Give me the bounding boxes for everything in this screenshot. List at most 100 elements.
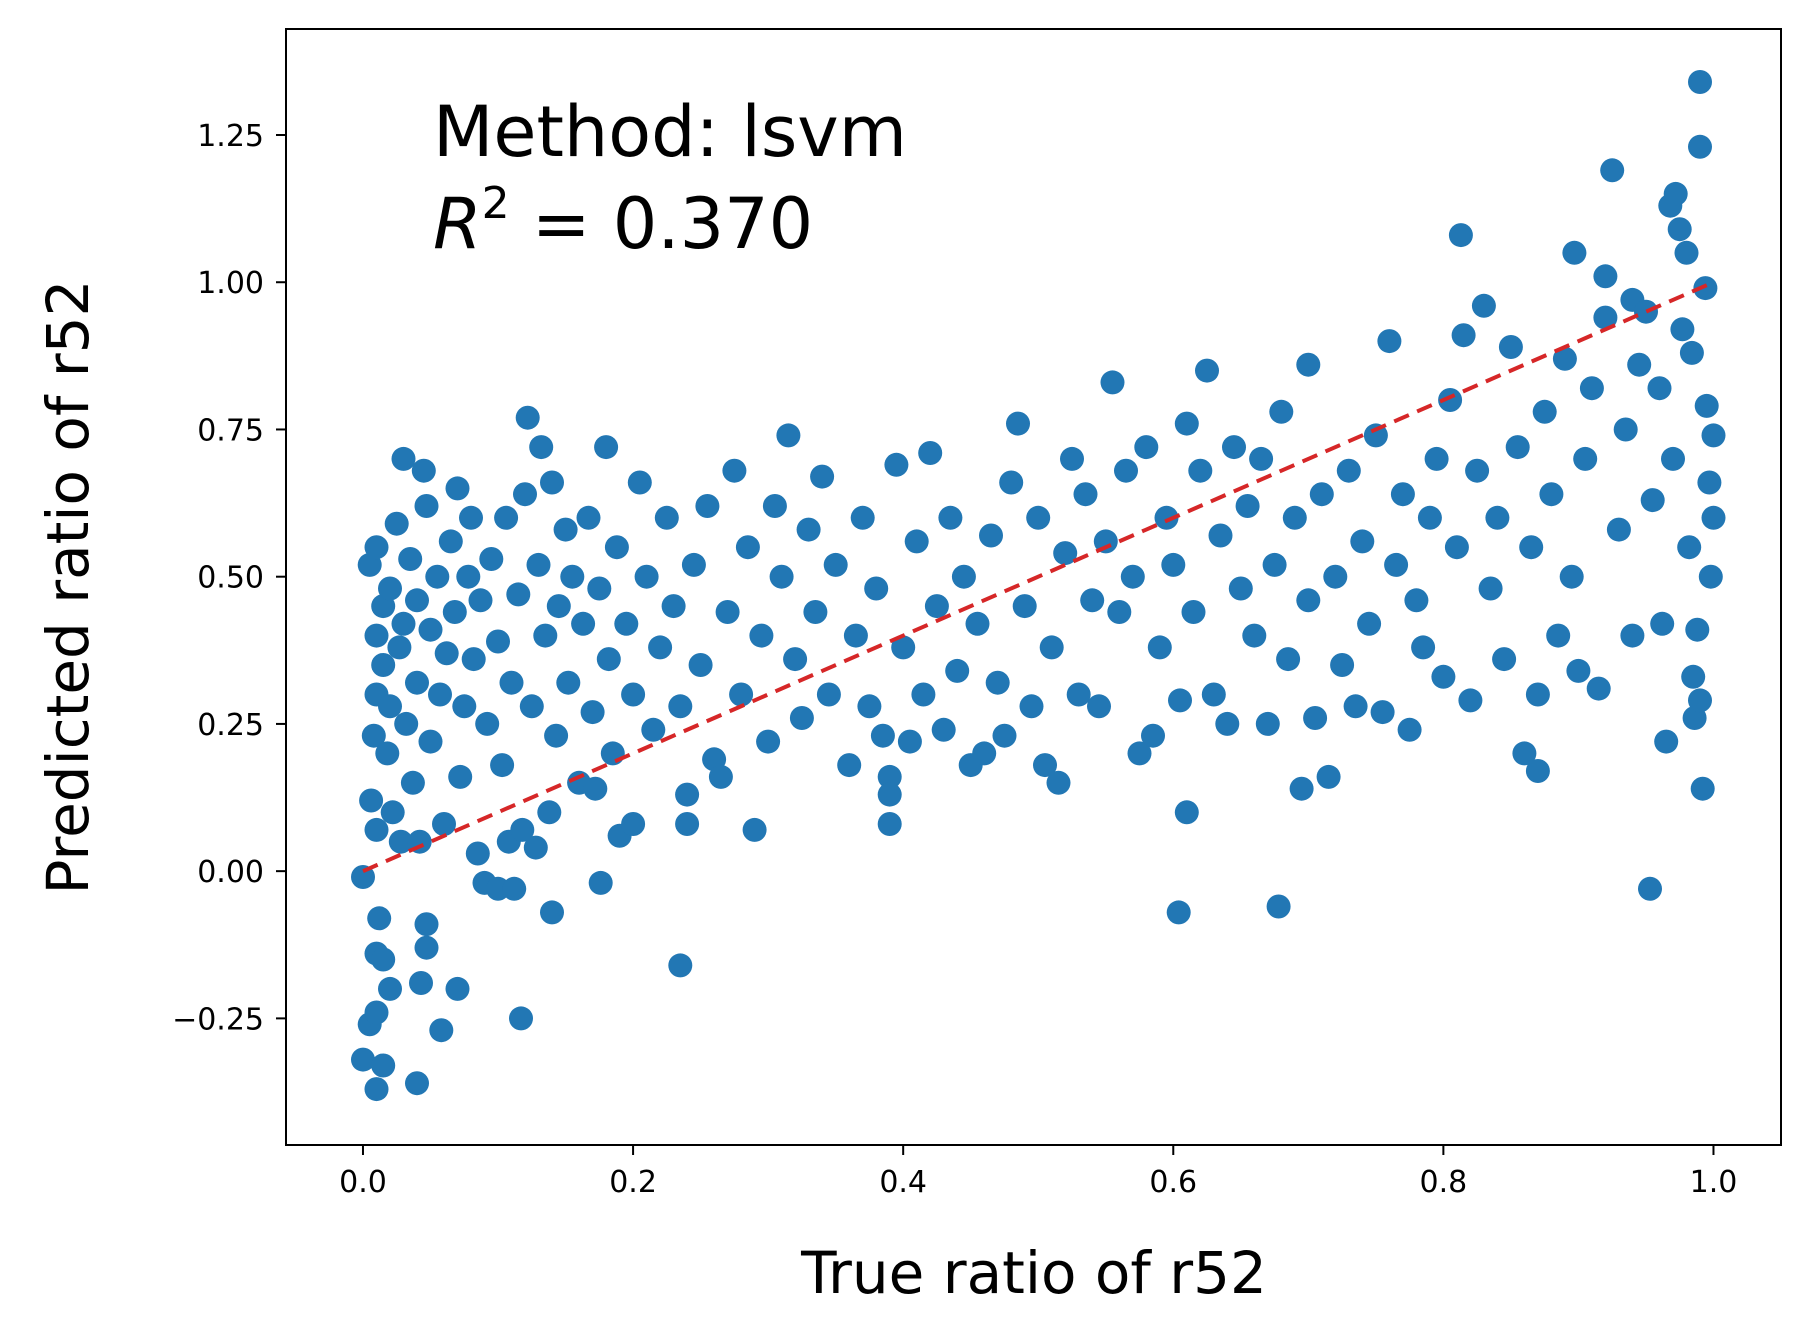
data-point xyxy=(648,635,673,660)
data-point xyxy=(1323,564,1348,589)
data-point xyxy=(506,582,531,607)
data-point xyxy=(1215,711,1240,736)
data-point xyxy=(604,535,629,560)
data-point xyxy=(1350,529,1375,554)
data-point xyxy=(735,535,760,560)
data-point xyxy=(405,588,429,613)
data-point xyxy=(1431,664,1456,689)
data-point xyxy=(965,611,990,636)
data-point xyxy=(999,470,1024,495)
data-point xyxy=(576,505,601,530)
data-point xyxy=(837,753,862,778)
data-point xyxy=(715,600,740,624)
y-tick-label: 0.50 xyxy=(197,561,264,596)
data-point xyxy=(1600,158,1625,183)
data-point xyxy=(769,564,794,589)
data-point xyxy=(1026,505,1051,530)
data-point xyxy=(1093,529,1118,554)
data-point xyxy=(1525,682,1550,707)
data-point xyxy=(708,764,733,789)
data-point xyxy=(1269,399,1294,424)
data-point xyxy=(384,511,409,536)
data-point xyxy=(351,865,375,889)
data-point xyxy=(479,547,504,571)
data-point xyxy=(409,971,433,995)
data-point xyxy=(391,611,416,636)
data-point xyxy=(1593,305,1618,330)
data-point xyxy=(452,694,477,719)
data-point xyxy=(641,717,666,742)
data-point xyxy=(1107,600,1132,624)
data-point xyxy=(1448,223,1473,248)
data-point xyxy=(1174,411,1199,436)
data-point xyxy=(1282,505,1307,530)
data-point xyxy=(1276,647,1301,672)
data-point xyxy=(475,711,500,736)
data-point xyxy=(445,976,470,1001)
data-point xyxy=(877,782,902,807)
data-point xyxy=(523,835,548,860)
data-point xyxy=(533,623,558,648)
data-point xyxy=(1296,352,1321,377)
data-point xyxy=(583,776,608,801)
data-point xyxy=(1201,682,1226,707)
data-point xyxy=(1343,694,1368,719)
data-point xyxy=(494,505,519,530)
data-point xyxy=(428,682,452,707)
data-point xyxy=(596,647,621,672)
data-point xyxy=(513,482,537,507)
data-point xyxy=(1195,358,1219,383)
data-point xyxy=(398,547,423,571)
data-point xyxy=(675,782,700,807)
data-point xyxy=(857,694,882,719)
data-point xyxy=(1579,376,1604,401)
data-point xyxy=(1638,876,1662,901)
data-point xyxy=(675,812,700,836)
r2-value: = 0.370 xyxy=(510,183,814,265)
data-point xyxy=(1451,323,1476,348)
data-point xyxy=(1688,688,1712,713)
data-point xyxy=(546,594,571,619)
data-point xyxy=(742,817,767,842)
data-point xyxy=(1444,535,1469,560)
data-point xyxy=(1228,576,1253,601)
y-tick-label: 0.00 xyxy=(197,855,264,890)
data-point xyxy=(432,812,456,836)
data-point xyxy=(668,953,693,978)
data-point xyxy=(884,452,909,477)
data-point xyxy=(1679,340,1704,365)
data-point xyxy=(361,723,386,748)
data-point xyxy=(1532,399,1557,424)
data-point xyxy=(459,505,483,530)
data-point xyxy=(1498,335,1523,359)
data-point xyxy=(1663,181,1688,206)
data-point xyxy=(1296,588,1321,613)
data-point xyxy=(803,600,828,624)
data-point xyxy=(1519,535,1544,560)
data-point xyxy=(411,458,436,483)
data-point xyxy=(486,629,510,654)
data-point xyxy=(1593,264,1618,289)
data-point xyxy=(364,623,389,648)
data-point xyxy=(938,505,963,530)
data-point xyxy=(351,1047,375,1072)
data-point xyxy=(1114,458,1138,483)
data-point xyxy=(1681,664,1706,689)
data-point xyxy=(1266,894,1291,919)
data-point xyxy=(1316,764,1341,789)
data-point xyxy=(972,741,997,766)
data-point xyxy=(1693,276,1718,301)
data-point xyxy=(445,476,470,501)
data-point xyxy=(1411,635,1436,660)
data-point xyxy=(911,682,936,707)
data-point xyxy=(1336,458,1361,483)
data-point xyxy=(364,1077,389,1102)
data-point xyxy=(789,706,814,730)
data-point xyxy=(388,829,413,854)
data-point xyxy=(1181,600,1206,624)
data-point xyxy=(1242,623,1267,648)
data-point xyxy=(529,435,554,460)
data-point xyxy=(1006,411,1030,436)
data-point xyxy=(762,494,787,518)
data-point xyxy=(877,764,902,789)
